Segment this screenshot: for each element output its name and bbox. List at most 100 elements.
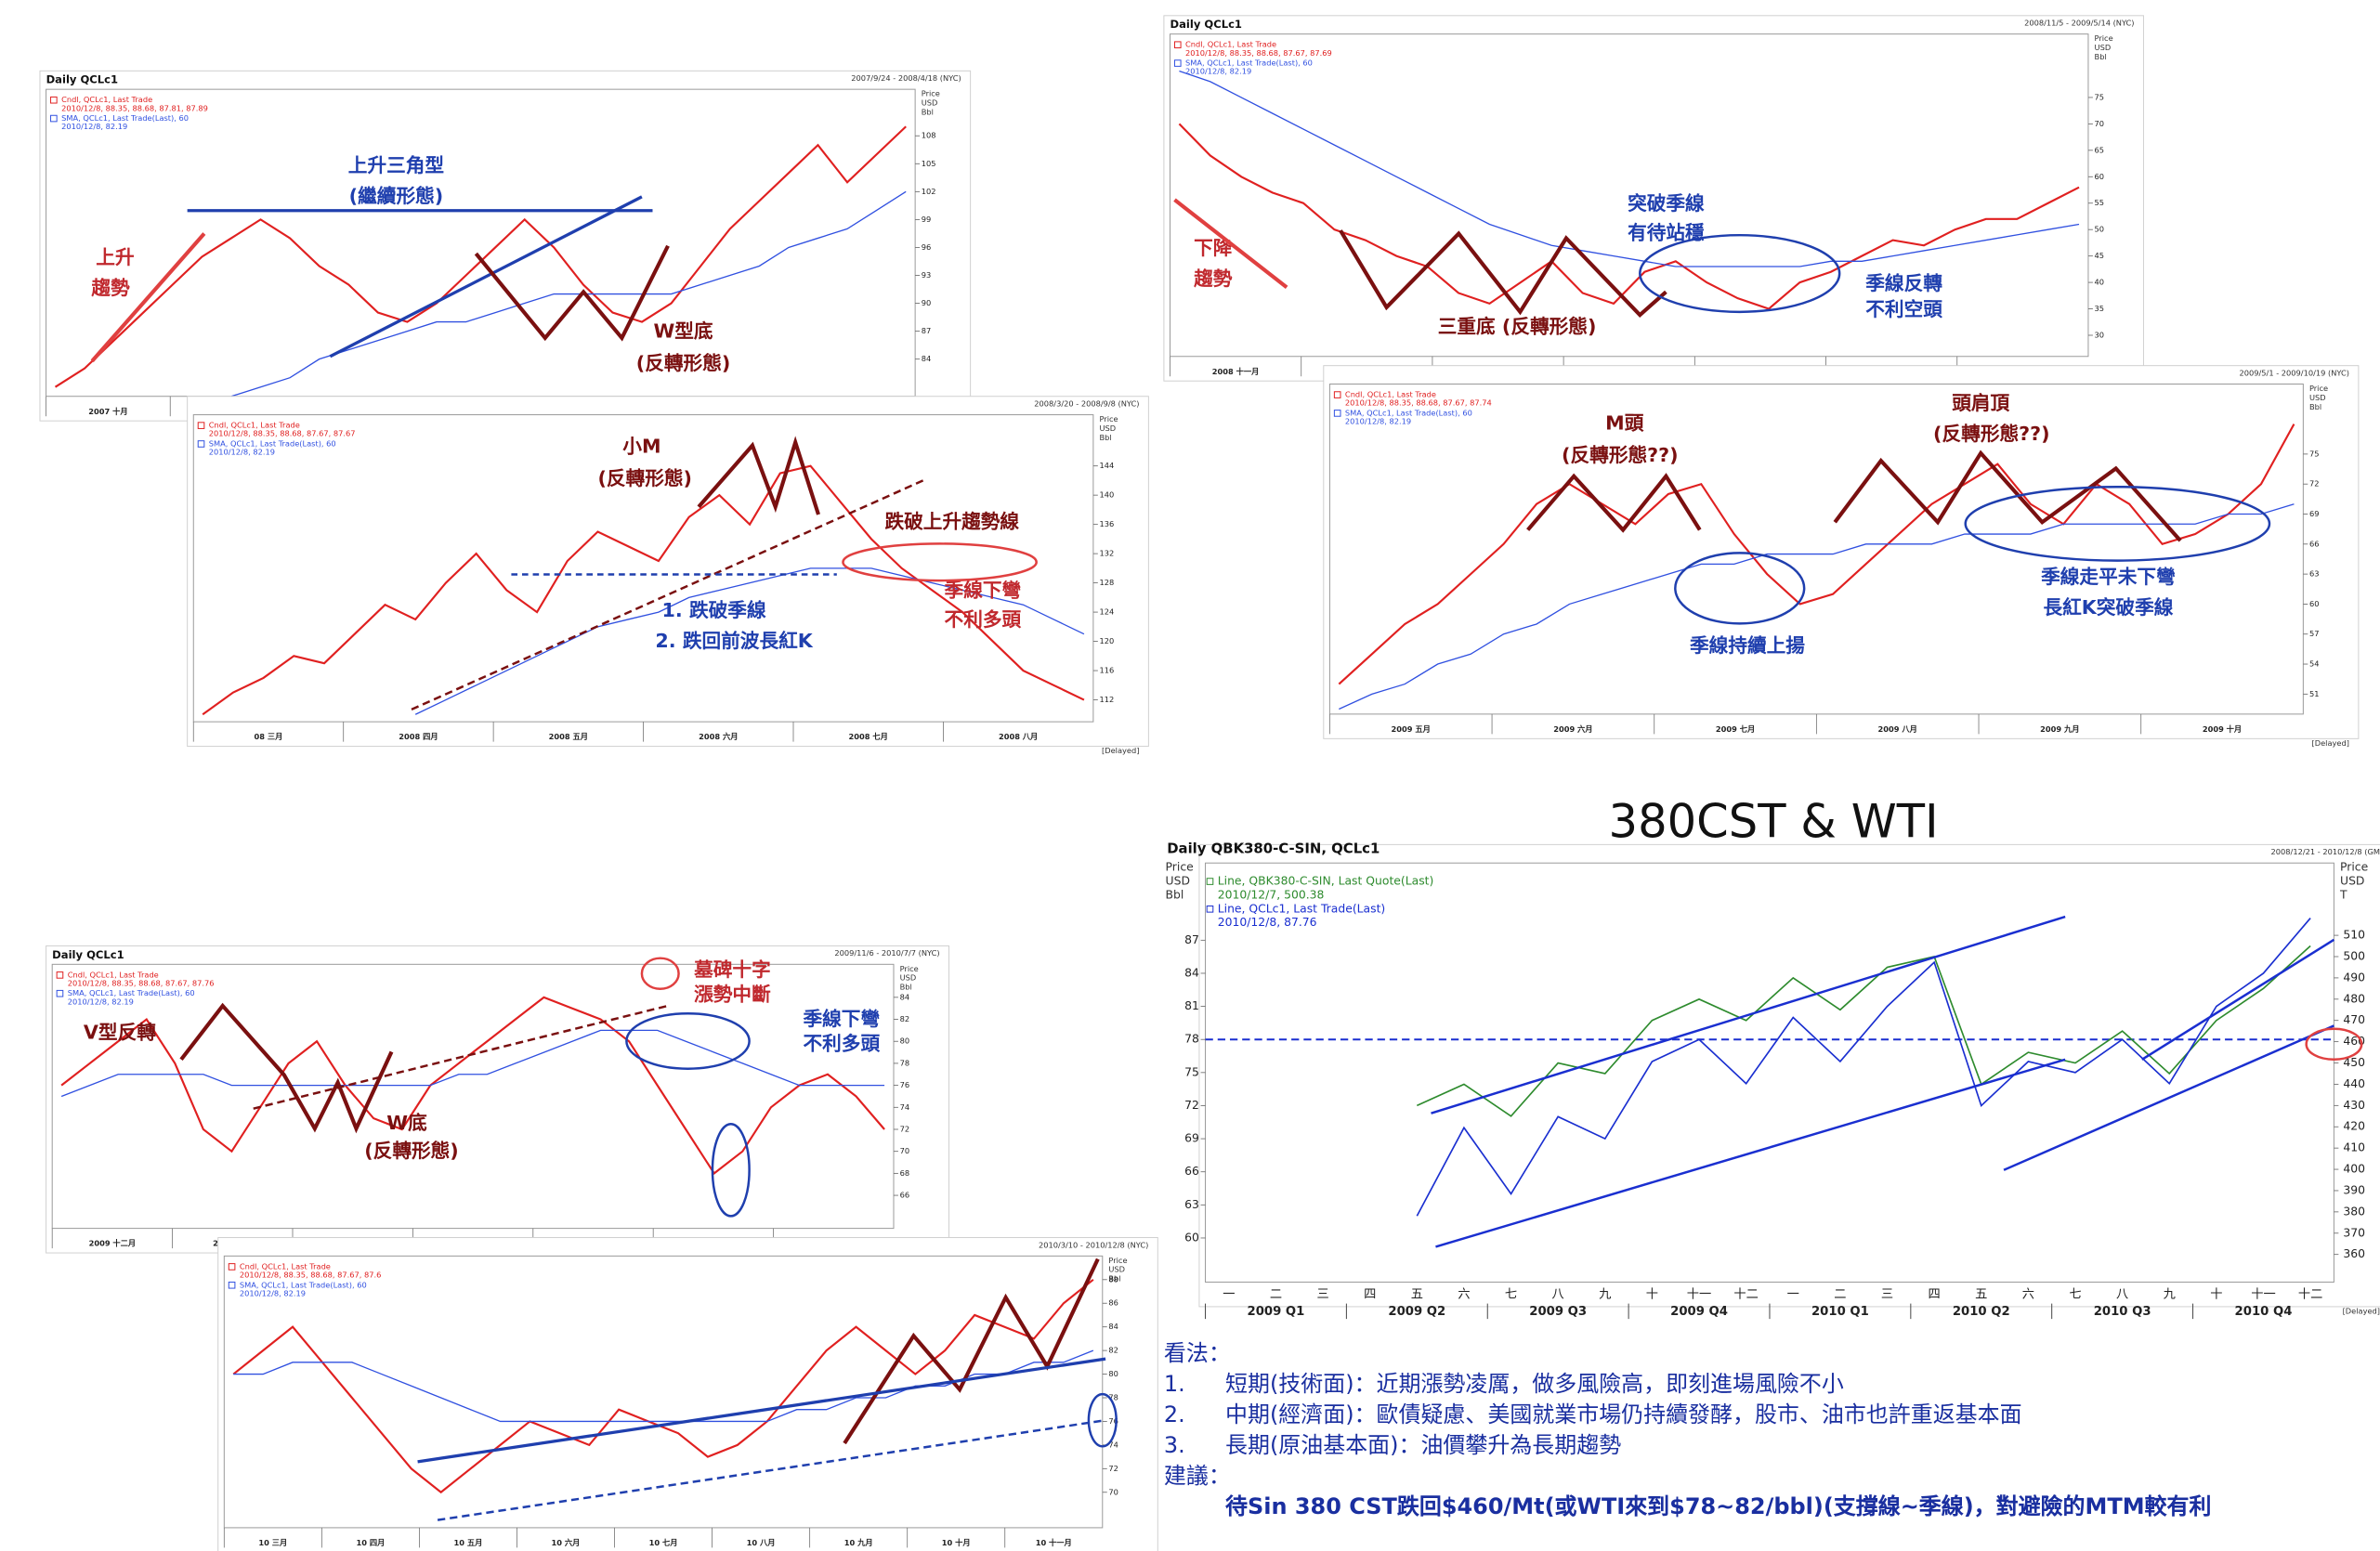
x-tick-label: 2008 六月: [699, 732, 738, 741]
y-tick-label: 30: [2095, 330, 2104, 339]
price-line: [232, 1278, 1094, 1494]
y-tick-label: 88: [1108, 1274, 1118, 1284]
annotation-line: [329, 195, 643, 358]
annotation-line: [1339, 229, 1667, 318]
legend-detail: 2010/12/8, 82.19: [1185, 67, 1251, 76]
note-number: 2.: [1163, 1403, 1185, 1428]
x-tick-label: 2009 六月: [1553, 724, 1592, 734]
annotation: (反轉形態): [636, 352, 731, 374]
legend-label: Line, QBK380-C-SIN, Last Quote(Last): [1218, 874, 1434, 888]
legend-label: Cndl, QCLc1, Last Trade: [209, 421, 300, 430]
legend-detail: 2010/12/8, 88.35, 88.68, 87.67, 87.69: [1185, 48, 1332, 58]
y-tick-label: 82: [1108, 1346, 1118, 1355]
x-tick-label: 10 八月: [747, 1538, 776, 1547]
plot-area: [46, 88, 916, 398]
y-tick-label: 60: [1184, 1230, 1199, 1244]
annotation-ellipse: [2305, 1027, 2363, 1062]
note-row: 2. 中期(經濟面)：歐債疑慮、美國就業市場仍持續發酵，股市、油市也許重返基本面: [1164, 1401, 2377, 1431]
y-tick-label: 65: [2095, 145, 2104, 154]
y-tick-label: 45: [2095, 251, 2104, 260]
x-quarter-label: 2010 Q4: [2235, 1305, 2293, 1319]
x-tick-label: 十二: [1733, 1287, 1758, 1302]
y2-tick-label: 430: [2343, 1098, 2365, 1112]
y-tick-label: 116: [1099, 666, 1114, 675]
axis-label: Bbl: [1166, 887, 1184, 901]
legend-swatch: [197, 440, 205, 448]
x-quarter-label: 2009 Q3: [1529, 1305, 1587, 1319]
annotation: (反轉形態): [364, 1140, 459, 1162]
x-tick-label: 十二: [2298, 1287, 2322, 1302]
x-tick-label: 六: [2022, 1287, 2034, 1302]
y-tick-label: 84: [1108, 1322, 1118, 1331]
x-tick-label: 七: [1505, 1287, 1517, 1302]
price-line: [1338, 424, 2295, 685]
axis-label: T: [2339, 887, 2347, 901]
legend-label: SMA, QCLc1, Last Trade(Last), 60: [1345, 408, 1472, 417]
legend-label: Cndl, QCLc1, Last Trade: [68, 970, 159, 979]
legend-detail: 2010/12/8, 87.76: [1218, 915, 1317, 929]
sma-line: [1339, 503, 2295, 710]
y-tick-label: 78: [1184, 1032, 1199, 1046]
axis-label: Bbl: [2309, 402, 2321, 411]
recommendation: 待Sin 380 CST跌回$460/Mt(或WTI來到$78~82/bbl)(…: [1225, 1495, 2212, 1520]
axis-label: Price: [1099, 414, 1118, 424]
legend-label: SMA, QCLc1, Last Trade(Last), 60: [61, 113, 189, 123]
x-tick-label: 五: [1411, 1288, 1423, 1302]
legend-label: Line, QCLc1, Last Trade(Last): [1218, 901, 1385, 915]
axis-label: Price: [2309, 384, 2328, 393]
y-tick-label: 75: [2309, 449, 2319, 458]
plot-area: [51, 963, 895, 1230]
y-tick-label: 72: [1108, 1464, 1118, 1473]
legend-swatch: [1206, 906, 1214, 913]
y-tick-label: 69: [1184, 1131, 1199, 1145]
annotation-line: [437, 1418, 1106, 1521]
y-tick-label: 68: [900, 1168, 910, 1178]
plot-area: [1205, 862, 2334, 1283]
axis-label: Price: [900, 964, 919, 973]
y-tick-label: 54: [2309, 659, 2319, 669]
axis-label: Bbl: [900, 983, 912, 992]
annotation-ellipse: [640, 957, 680, 990]
x-tick-label: 二: [1834, 1288, 1846, 1302]
legend-label: SMA, QCLc1, Last Trade(Last), 60: [240, 1280, 367, 1289]
x-tick-label: 10 七月: [649, 1538, 678, 1547]
y-tick-label: 87: [922, 326, 932, 335]
x-quarter-label: 2010 Q2: [1953, 1305, 2010, 1319]
legend-detail: 2010/12/8, 82.19: [240, 1288, 306, 1297]
x-quarter-label: 2009 Q2: [1388, 1305, 1445, 1319]
y-tick-label: 35: [2095, 304, 2104, 313]
chart-title: Daily QCLc1: [1170, 18, 1242, 31]
annotation-line: [474, 244, 670, 342]
legend-swatch: [50, 96, 58, 104]
annotation-ellipse: [625, 1011, 751, 1070]
y-tick-label: 80: [900, 1036, 910, 1046]
x-tick-label: 10 六月: [552, 1538, 581, 1547]
legend-swatch: [50, 114, 58, 123]
y-tick-label: 76: [1108, 1416, 1118, 1426]
x-tick-label: 2007 十月: [88, 407, 127, 416]
legend-label: Cndl, QCLc1, Last Trade: [61, 95, 152, 104]
y-tick-label: 112: [1099, 695, 1114, 704]
annotation: 季線反轉: [1865, 272, 1942, 294]
chart-subtitle: Daily QBK380-C-SIN, QCLc1: [1167, 840, 1380, 856]
annotation-line: [90, 232, 206, 363]
annotation-ellipse: [842, 542, 1038, 582]
notes-heading: 看法：: [1163, 1341, 1231, 1367]
y-tick-label: 72: [1184, 1098, 1199, 1112]
annotation-line: [1435, 1058, 2066, 1248]
y-tick-label: 51: [2309, 689, 2319, 698]
plot-area: [1328, 384, 2304, 715]
y-tick-label: 75: [2095, 92, 2104, 101]
axis-label: Bbl: [1099, 433, 1111, 442]
y-tick-label: 60: [2095, 172, 2104, 181]
legend-detail: 2010/12/8, 82.19: [61, 122, 127, 131]
annotation-line: [179, 1002, 394, 1134]
legend-label: SMA, QCLc1, Last Trade(Last), 60: [1185, 59, 1313, 68]
y-tick-label: 78: [1108, 1393, 1118, 1402]
legend-detail: 2010/12/8, 88.35, 88.68, 87.67, 87.74: [1345, 398, 1492, 408]
y2-tick-label: 490: [2343, 970, 2365, 984]
x-tick-label: 2009 五月: [1392, 724, 1431, 734]
note-text: 中期(經濟面)：歐債疑慮、美國就業市場仍持續發酵，股市、油市也許重返基本面: [1225, 1403, 2022, 1428]
annotation-line: [2141, 938, 2335, 1061]
x-tick-label: 七: [2069, 1287, 2081, 1302]
